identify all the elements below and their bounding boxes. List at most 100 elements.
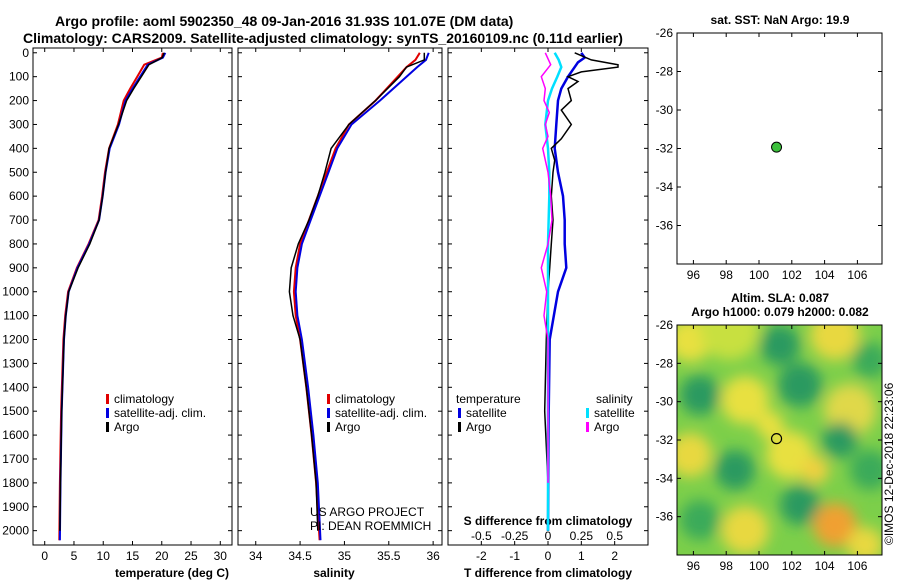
- y-tick-label: 1300: [2, 356, 29, 370]
- legend-label: satellite: [466, 406, 507, 420]
- y-tick-label: 900: [9, 261, 29, 275]
- x-tick-label: 96: [687, 559, 701, 573]
- legend-swatch: [106, 394, 109, 404]
- y-tick-label: 300: [9, 117, 29, 131]
- legend-swatch: [458, 422, 461, 432]
- credit-pi: PI: DEAN ROEMMICH: [310, 519, 431, 533]
- y-tick-label: 1600: [2, 428, 29, 442]
- y-tick-label: 2000: [2, 524, 29, 538]
- y-tick-label: -26: [656, 318, 674, 332]
- x-tick-label: 15: [126, 549, 140, 563]
- x-tick-label: 1: [578, 549, 585, 563]
- x-tick-label: 36: [426, 549, 440, 563]
- heatmap-blob: [852, 342, 882, 378]
- legend-swatch: [327, 394, 330, 404]
- y-tick-label: 100: [9, 70, 29, 84]
- series-line-s-argo: [540, 52, 553, 483]
- salinity-panel: 34 34.5 35 35.5 36 salinity climatologysatelli…: [237, 47, 443, 580]
- legend-label: climatology: [335, 392, 395, 406]
- x-tick-label: 0: [41, 549, 48, 563]
- x-tick-label: 25: [184, 549, 198, 563]
- legend-label: satellite: [594, 406, 635, 420]
- heatmap-blob: [677, 433, 712, 477]
- heatmap-blob: [721, 376, 769, 424]
- difference-panel: -2 -1 0 1 2-0.5 -0.25 0 0.25 0.5S difference fro…: [447, 47, 649, 580]
- x-tick-label: 34: [249, 549, 263, 563]
- x-tick-label: 102: [782, 559, 802, 573]
- x-tick-label: 96: [687, 268, 701, 282]
- legend-swatch: [327, 408, 330, 418]
- x-tick-label: 30: [214, 549, 228, 563]
- x-tick-label: 34.5: [288, 549, 312, 563]
- y-tick-label: 400: [9, 141, 29, 155]
- x2-tick-label: 0.5: [606, 529, 623, 543]
- x-tick-label: -2: [476, 549, 487, 563]
- x-tick-label: 10: [97, 549, 111, 563]
- heatmap-blob: [700, 325, 760, 360]
- y-tick-label: -34: [656, 471, 674, 485]
- x2-tick-label: 0: [545, 529, 552, 543]
- map-title-sla: Altim. SLA: 0.087: [731, 291, 829, 305]
- temperature-panel: 0100200300400500600700800900100011001200…: [2, 46, 233, 580]
- y-tick-label: 1700: [2, 452, 29, 466]
- legend-label: Argo: [335, 420, 361, 434]
- argo-position-marker: [771, 141, 783, 153]
- y-tick-label: -32: [656, 142, 674, 156]
- title-line-1: Argo profile: aoml 5902350_48 09-Jan-201…: [55, 13, 513, 29]
- x-tick-label: -1: [509, 549, 520, 563]
- x2-tick-label: -0.25: [501, 529, 529, 543]
- legend-label: climatology: [114, 392, 174, 406]
- y-tick-label: 1800: [2, 476, 29, 490]
- legend-swatch: [106, 408, 109, 418]
- heatmap-blob: [721, 506, 769, 554]
- y-tick-label: 1400: [2, 380, 29, 394]
- map-title: sat. SST: NaN Argo: 19.9: [711, 13, 850, 27]
- map-title-height: Argo h1000: 0.079 h2000: 0.082: [691, 305, 869, 319]
- x-tick-label: 104: [815, 268, 835, 282]
- legend-label: Argo: [594, 420, 620, 434]
- heatmap-blob: [801, 456, 829, 484]
- heatmap-blob: [778, 363, 822, 407]
- y-tick-label: 200: [9, 94, 29, 108]
- y-tick-label: -32: [656, 433, 674, 447]
- heatmap-blob: [680, 500, 720, 540]
- y-tick-label: 1900: [2, 500, 29, 514]
- legend-label: Argo: [114, 420, 140, 434]
- x-axis-label: temperature (deg C): [115, 566, 229, 580]
- heatmap-blob: [850, 450, 882, 490]
- sst-map-panel: sat. SST: NaN Argo: 19.9 96 98 100 102 104 106…: [656, 13, 883, 282]
- series-line-argo: [59, 52, 165, 531]
- x-tick-label: 98: [720, 268, 734, 282]
- legend-swatch: [106, 422, 109, 432]
- series-line-satellite-adj-clim-: [294, 52, 430, 541]
- y-tick-label: 800: [9, 237, 29, 251]
- y-tick-label: 500: [9, 165, 29, 179]
- y-tick-label: -30: [656, 395, 674, 409]
- x-tick-label: 20: [155, 549, 169, 563]
- x-tick-label: 102: [782, 268, 802, 282]
- y-tick-label: -36: [656, 219, 674, 233]
- y-tick-label: 0: [22, 46, 29, 60]
- legend-swatch: [458, 408, 461, 418]
- heatmap-blob: [715, 450, 755, 490]
- x2-tick-label: 0.25: [570, 529, 594, 543]
- series-line-argo: [288, 52, 426, 531]
- y-tick-label: -36: [656, 510, 674, 524]
- heatmap-blob: [813, 503, 857, 547]
- x-tick-label: 106: [847, 268, 867, 282]
- x-tick-label: 2: [611, 549, 618, 563]
- series-line-t-satellite: [546, 52, 587, 531]
- heatmap-blob: [680, 375, 720, 415]
- x-tick-label: 98: [720, 559, 734, 573]
- legend-swatch: [586, 422, 589, 432]
- plot-frame: [237, 47, 443, 546]
- x-tick-label: 100: [749, 268, 769, 282]
- x-tick-label: 106: [847, 559, 867, 573]
- x-tick-label: 35.5: [377, 549, 401, 563]
- legend-label: Argo: [466, 420, 492, 434]
- x-tick-label: 0: [545, 549, 552, 563]
- x-tick-label: 104: [815, 559, 835, 573]
- y-tick-label: -34: [656, 180, 674, 194]
- x-axis-label: salinity: [313, 566, 355, 580]
